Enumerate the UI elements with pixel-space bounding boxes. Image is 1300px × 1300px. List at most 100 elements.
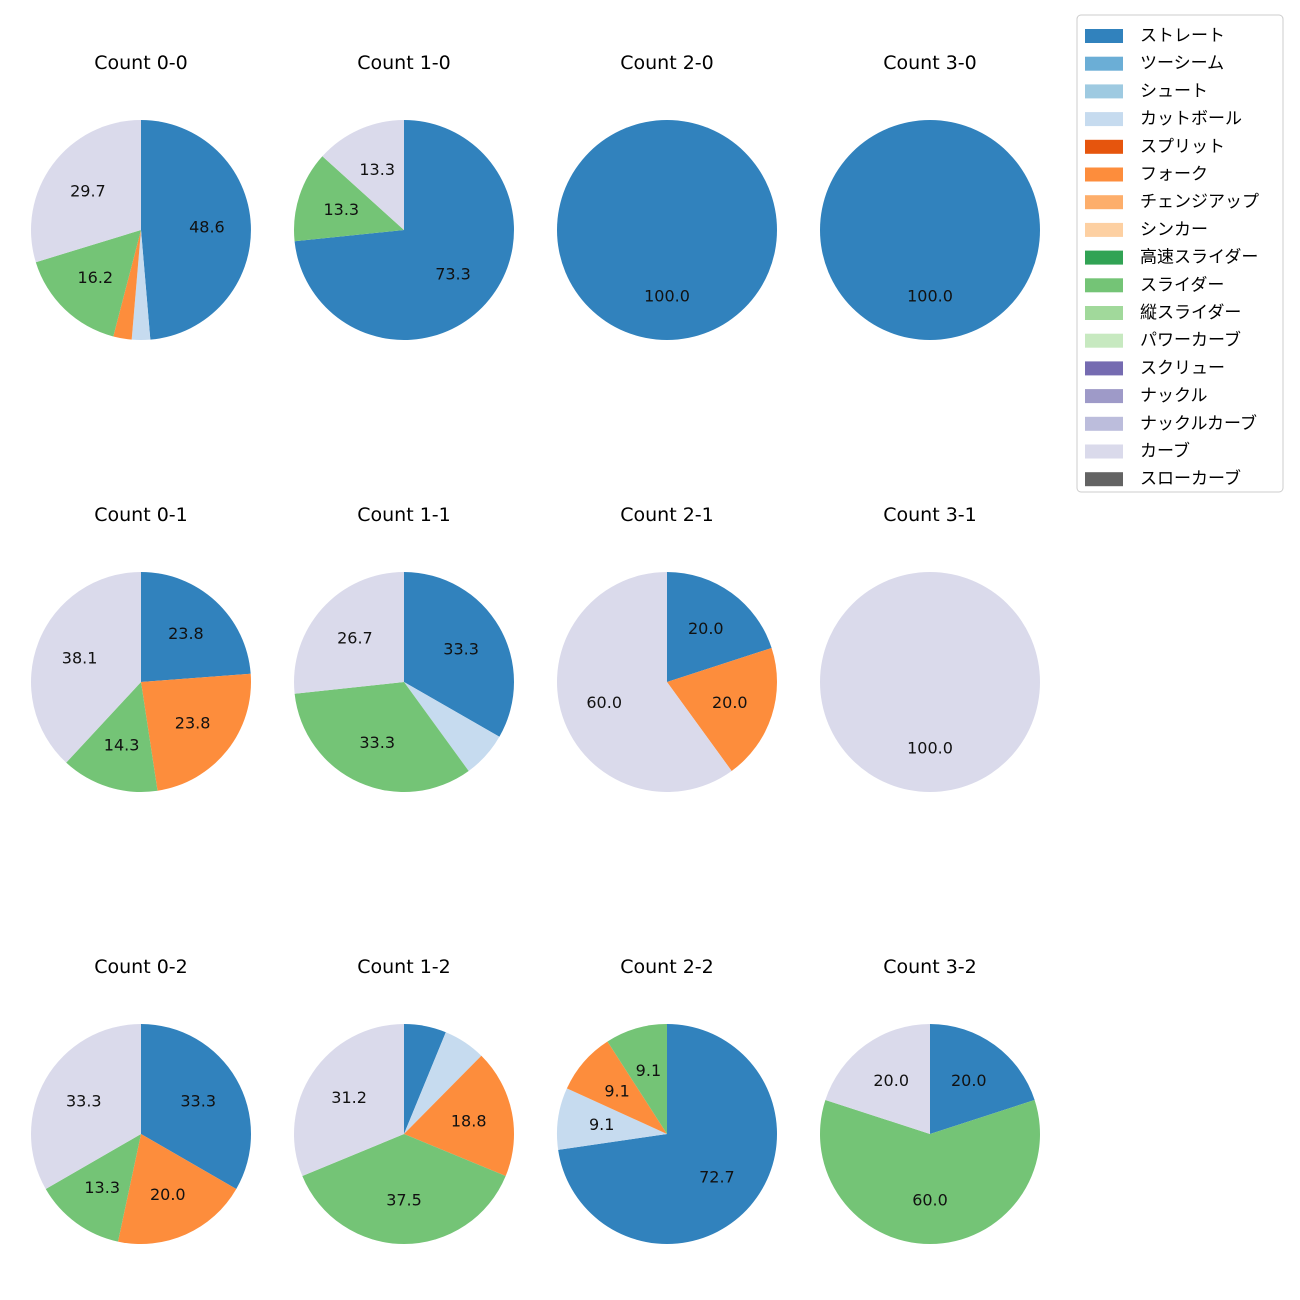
pie-slice	[294, 572, 404, 694]
slice-label: 33.3	[66, 1092, 102, 1111]
legend-swatch	[1085, 416, 1123, 431]
pie-slice	[607, 1024, 667, 1134]
legend-swatch	[1085, 84, 1123, 99]
legend-swatch	[1085, 389, 1123, 404]
slice-label: 33.3	[180, 1092, 216, 1111]
slice-label: 37.5	[386, 1191, 422, 1210]
slice-label: 20.0	[688, 619, 724, 638]
slice-label: 20.0	[951, 1071, 987, 1090]
pie-slice	[131, 230, 151, 340]
slice-label: 100.0	[907, 739, 953, 758]
pie-chart: Count 1-0 73.3 13.3 13.3	[293, 52, 514, 340]
legend: ストレートツーシームシュートカットボールスプリットフォークチェンジアップシンカー…	[1076, 14, 1284, 493]
pie-chart: Count 2-0 100.0	[557, 52, 777, 340]
pie-slice	[819, 1100, 1040, 1244]
legend-entry: ストレート	[1140, 26, 1225, 46]
legend-entry: スプリット	[1140, 137, 1225, 157]
pie-title: Count 3-0	[883, 52, 977, 74]
pie-slice	[820, 120, 1040, 340]
pie-title: Count 0-0	[94, 52, 188, 74]
slice-label: 14.3	[104, 736, 140, 755]
legend-swatch	[1085, 444, 1123, 459]
pie-slice	[322, 120, 404, 230]
slice-label: 29.7	[70, 181, 106, 200]
pie-slice	[141, 673, 252, 791]
legend-swatch	[1085, 139, 1123, 154]
pie-slice	[31, 1024, 142, 1189]
pie-slice	[667, 648, 778, 771]
legend-entry: シュート	[1140, 81, 1208, 101]
legend-swatch	[1085, 278, 1123, 293]
pie-slice	[117, 1134, 237, 1245]
pie-slice	[930, 1024, 1035, 1134]
slice-label: 23.8	[175, 714, 211, 733]
pie-slice	[293, 1024, 404, 1176]
pie-slice	[294, 682, 469, 792]
slice-label: 60.0	[586, 693, 622, 712]
pie-chart: Count 2-1 20.0 20.0 60.0	[557, 504, 778, 793]
slice-label: 48.6	[189, 218, 225, 237]
slice-label: 31.2	[331, 1088, 367, 1107]
legend-entry: 縦スライダー	[1140, 303, 1241, 323]
slice-label: 60.0	[912, 1191, 948, 1210]
legend-swatch	[1085, 112, 1123, 127]
pie-slice	[141, 120, 251, 340]
pie-title: Count 0-2	[94, 956, 188, 978]
legend-swatch	[1085, 29, 1123, 43]
pie-slice	[113, 230, 141, 340]
slice-label: 33.3	[359, 733, 395, 752]
slice-label: 100.0	[907, 287, 953, 306]
slice-label: 18.8	[451, 1111, 487, 1130]
pie-slice	[566, 1041, 667, 1134]
slice-label: 100.0	[644, 287, 690, 306]
pie-title: Count 3-2	[883, 956, 977, 978]
pie-chart: Count 1-1 33.3 33.3 26.7	[294, 504, 515, 792]
legend-entry: 高速スライダー	[1140, 248, 1258, 268]
pie-slice	[141, 572, 251, 682]
pie-slice	[294, 120, 514, 340]
slice-label: 20.0	[150, 1185, 186, 1204]
pie-slice	[404, 682, 500, 771]
legend-swatch	[1085, 333, 1123, 348]
slice-label: 20.0	[712, 693, 748, 712]
pie-slice	[404, 572, 515, 737]
slice-label: 13.3	[359, 160, 395, 179]
legend-swatch	[1085, 195, 1123, 210]
slice-label: 73.3	[435, 265, 471, 284]
pie-slice	[141, 1024, 251, 1189]
legend-entry: ナックル	[1140, 386, 1208, 406]
slice-label: 9.1	[604, 1081, 629, 1100]
legend-entry: カットボール	[1140, 109, 1242, 129]
legend-swatch	[1085, 306, 1123, 320]
pie-title: Count 2-1	[620, 504, 714, 526]
pie-slice	[404, 1024, 446, 1134]
slice-label: 9.1	[589, 1115, 614, 1134]
pie-title: Count 2-0	[620, 52, 714, 74]
pie-slice	[557, 120, 777, 340]
slice-label: 9.1	[636, 1061, 661, 1080]
legend-entry: チェンジアップ	[1140, 192, 1259, 212]
slice-label: 13.3	[323, 200, 359, 219]
slice-label: 26.7	[337, 628, 373, 647]
legend-swatch	[1085, 167, 1123, 182]
legend-entry: フォーク	[1140, 165, 1208, 185]
legend-swatch	[1085, 250, 1123, 265]
legend-frame	[1076, 14, 1284, 493]
legend-entry: スクリュー	[1140, 358, 1225, 378]
pie-title: Count 1-2	[357, 956, 451, 978]
pie-slice	[557, 1088, 667, 1150]
legend-swatch	[1085, 222, 1123, 237]
legend-entry: スライダー	[1140, 275, 1224, 295]
pie-slice	[35, 230, 141, 337]
slice-label: 23.8	[168, 624, 204, 643]
pie-title: Count 2-2	[620, 956, 714, 978]
pie-chart: Count 3-1 100.0	[820, 504, 1040, 792]
legend-entry: ナックルカーブ	[1140, 413, 1257, 434]
pie-slice	[825, 1024, 930, 1134]
pie-chart: Count 0-0 48.6 16.2 29.7	[30, 52, 251, 340]
legend-swatch	[1085, 472, 1123, 487]
pie-chart: Count 0-2 33.3 20.0 13.3 33.3	[31, 956, 251, 1245]
pie-title: Count 1-1	[357, 504, 451, 526]
legend-swatch	[1085, 361, 1123, 376]
